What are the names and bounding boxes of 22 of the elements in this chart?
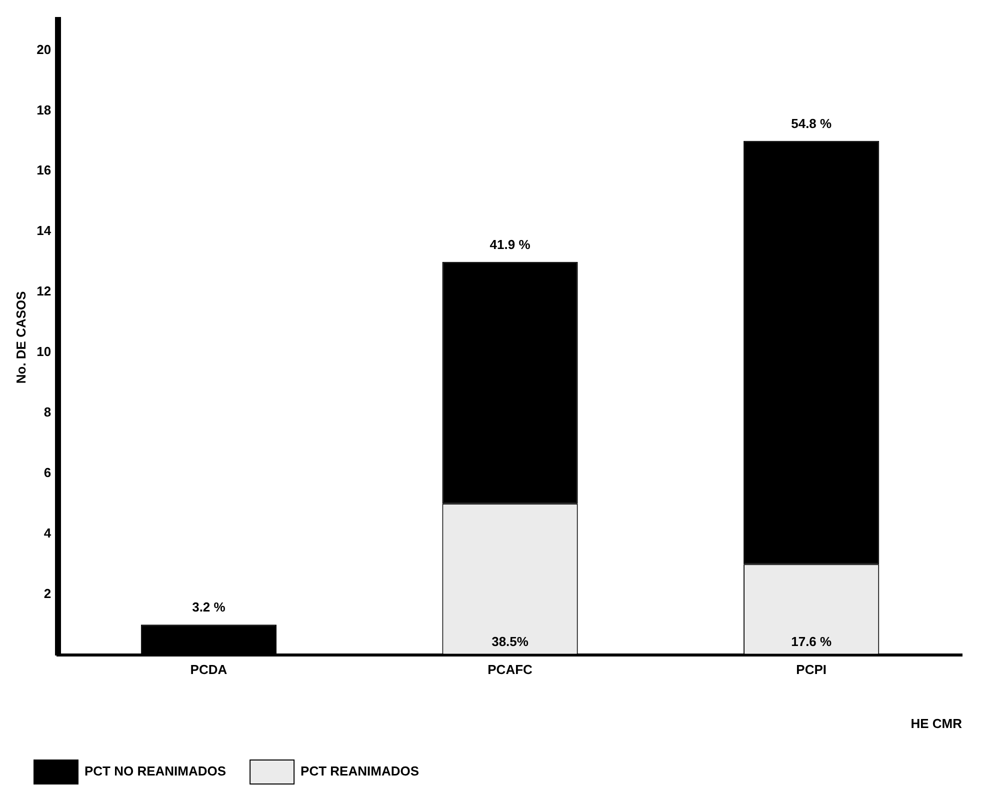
y-tick-label: 18 [36,102,52,118]
y-tick-label: 20 [36,42,52,57]
x-tick-label: PCAFC [488,662,534,678]
annotation: 3.2 % [192,600,226,615]
annotation: 41.9 % [490,236,531,252]
y-tick-label: 8 [44,404,52,420]
x-tick-label: PCPI [796,662,827,678]
y-axis-title: No. DE CASOS [13,290,28,384]
y-tick-label: 2 [44,586,52,601]
annotation: 54.8 % [791,116,832,131]
annotation: 38.5% [492,634,529,649]
annotation: 17.6 % [791,634,832,649]
x-tick-label: PCDA [190,662,228,678]
legend-label: PCT NO REANIMADOS [84,764,226,779]
y-tick-label: 6 [44,465,52,480]
y-tick-label: 14 [36,223,52,238]
x-axis-title: HE CMR [910,716,963,731]
y-tick-label: 12 [36,284,52,299]
y-tick-label: 10 [36,344,52,360]
legend-label: PCT REANIMADOS [300,764,420,779]
y-tick-label: 16 [36,162,52,178]
y-tick-label: 4 [44,525,52,540]
